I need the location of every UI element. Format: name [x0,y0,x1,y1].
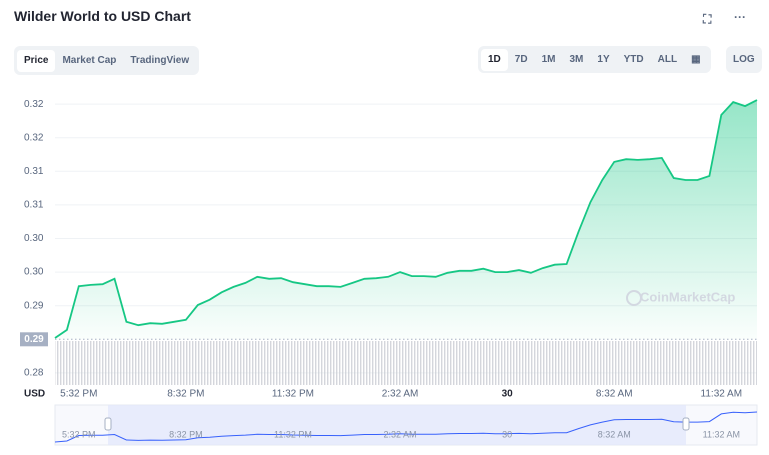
navigator-label: 30 [502,429,512,439]
navigator-label: 11:32 AM [703,429,740,439]
range-button[interactable]: ALL [657,53,678,65]
reference-box [20,332,48,347]
navigator-label: 5:32 PM [62,429,96,439]
y-tick-label: 0.29 [24,300,44,311]
price-line [54,99,758,339]
y-axis-label: USD [24,389,45,400]
navigator-handle[interactable] [104,417,112,431]
tab[interactable]: TradingView [130,54,190,66]
log-group: LOG [726,46,762,73]
navigator-label: 8:32 PM [169,429,203,439]
navigator-line [54,411,758,443]
y-tick-label: 0.32 [24,132,44,143]
tab[interactable]: Price [17,49,56,72]
range-button[interactable]: YTD [623,53,644,65]
range-button[interactable]: 3M [569,53,584,65]
tab[interactable]: Market Cap [62,54,117,66]
x-tick-label: 30 [502,389,514,400]
range-button[interactable]: 7D [514,53,528,65]
x-tick-label: 8:32 PM [167,389,204,400]
chart-title: Wilder World to USD Chart [14,8,191,24]
y-tick-label: 0.30 [24,233,44,244]
watermark: CoinMarketCap [640,289,735,304]
more-icon[interactable]: ··· [734,10,746,24]
reference-label: 0.29 [24,334,44,345]
range-button[interactable]: 1Y [597,53,610,65]
x-tick-label: 11:32 AM [701,389,743,400]
navigator-label: 8:32 AM [598,429,631,439]
navigator-handle[interactable] [682,417,690,431]
log-button[interactable]: LOG [733,53,755,65]
volume-bars [55,341,757,385]
x-tick-label: 8:32 AM [596,389,633,400]
range-group: 1D 7D 1M 3M 1Y YTD ALL ▦ [478,46,711,73]
navigator-label: 2:32 AM [384,429,417,439]
fullscreen-icon[interactable]: ⛶ [703,12,712,26]
range-button[interactable]: 1M [541,53,556,65]
navigator-label: 11:32 PM [274,429,312,439]
watermark-logo [626,290,642,306]
y-tick-label: 0.32 [24,99,44,110]
y-tick-label: 0.28 [24,368,44,379]
tab-group: Price Market Cap TradingView [14,46,200,75]
x-tick-label: 5:32 PM [60,389,97,400]
x-tick-label: 11:32 PM [272,389,314,400]
y-tick-label: 0.31 [24,200,44,211]
calendar-icon[interactable]: ▦ [691,53,701,65]
range-button[interactable]: 1D [481,48,508,71]
area [55,100,757,340]
x-tick-label: 2:32 AM [382,389,419,400]
y-tick-label: 0.31 [24,166,44,177]
y-tick-label: 0.30 [24,267,44,278]
